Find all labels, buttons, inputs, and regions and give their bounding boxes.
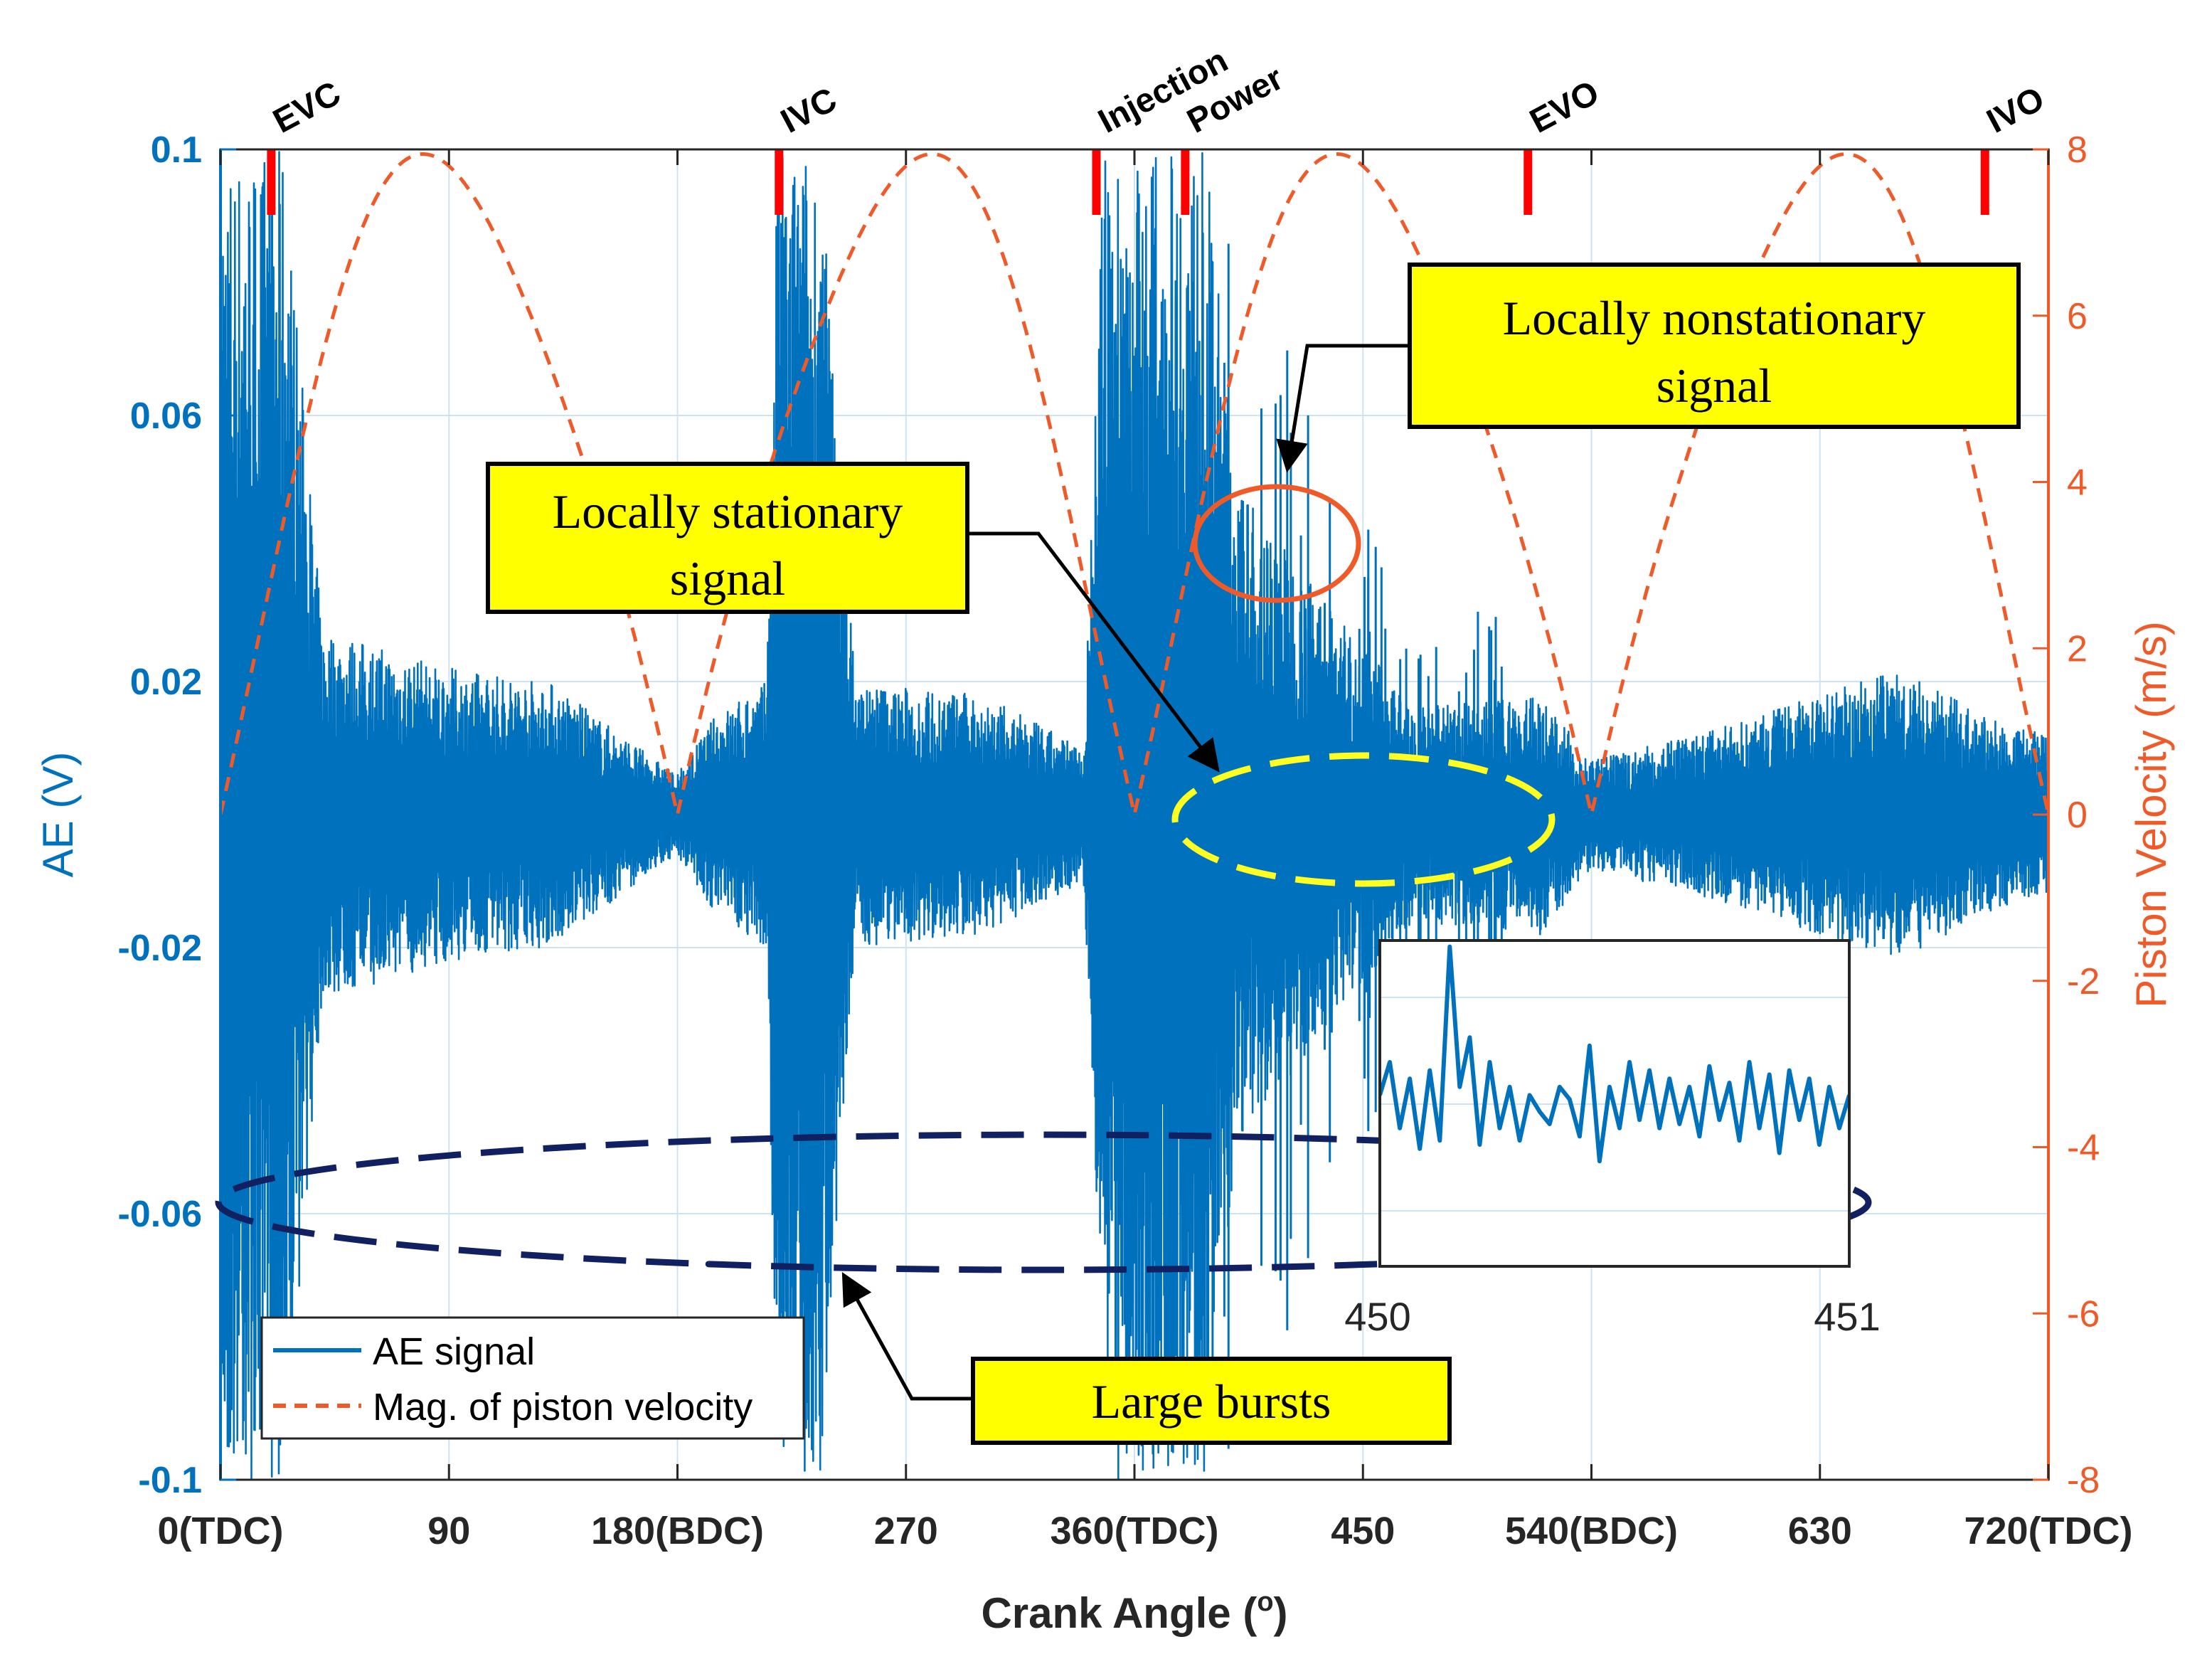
y-right-tick-label: 6 [2067,296,2088,337]
y-left-tick-label: 0.06 [130,396,202,437]
y-right-tick-label: -6 [2067,1293,2100,1335]
nonstationary-callout-line1: Locally nonstationary [1503,291,1926,345]
event-label-ivc: IVC [775,80,844,140]
inset-tick-label-451: 451 [1814,1294,1880,1339]
y-left-tick-label: 0.1 [151,129,202,171]
y-left-tick-label: 0.02 [130,662,202,703]
y-right-tick-label: 2 [2067,628,2088,669]
stationary-arrow [967,531,1220,773]
inset-zoom: 450 451 [1344,939,1881,1339]
bursts-callout-text: Large bursts [1092,1374,1331,1429]
x-tick-label-270: 270 [874,1510,938,1552]
inset-ae-line [1380,944,1849,1164]
legend: AE signal Mag. of piston velocity [260,1316,805,1440]
y-right-tick-label: -2 [2067,961,2100,1002]
legend-box [260,1316,805,1440]
x-tick-label-450: 450 [1331,1510,1395,1552]
legend-velocity-label: Mag. of piston velocity [373,1386,753,1429]
nonstationary-callout-box [1408,263,2021,429]
y-axis-right-label: Piston Velocity (m/s) [2127,621,2175,1008]
nonstationary-arrow [1276,344,1410,473]
inset-frame [1378,939,1851,1268]
nonstationary-callout-line2: signal [1657,359,1772,413]
y-left-tick-label: -0.1 [138,1460,202,1501]
y-axis-left-label: AE (V) [34,752,82,878]
stationary-callout-line1: Locally stationary [553,484,903,539]
ae-signal-line [220,151,2048,1480]
y-left-tick-label: -0.02 [117,928,202,969]
x-tick-label-90: 90 [427,1510,470,1552]
x-tick-label-360: 360(TDC) [1050,1510,1218,1552]
y-right-tick-label: -8 [2067,1460,2100,1501]
y-right-tick-label: -4 [2067,1128,2100,1169]
event-label-ivo: IVO [1981,80,2051,141]
x-tick-label-0: 0(TDC) [158,1510,284,1552]
axis-ticks: 0(TDC) 90 180(BDC) 270 360(TDC) 450 540(BDC) 63… [117,129,2132,1552]
large-bursts-ellipse [215,1131,1872,1273]
bursts-arrow [841,1272,973,1401]
bursts-callout: Large bursts [971,1357,1452,1445]
y-right-tick-label: 0 [2067,795,2088,836]
x-tick-label-180: 180(BDC) [591,1510,764,1552]
stationary-callout-line2: signal [670,551,785,605]
x-tick-label-720: 720(TDC) [1964,1510,2132,1552]
stationary-region-ellipse [1171,752,1556,887]
nonstationary-callout: Locally nonstationary signal [1408,263,2021,429]
event-label-evo: EVO [1524,73,1605,140]
event-label-evc: EVC [267,75,347,141]
x-axis-label: Crank Angle (o) [981,1587,1287,1637]
x-tick-label-540: 540(BDC) [1505,1510,1678,1552]
stationary-callout: Locally stationary signal [486,462,969,614]
x-tick-label-630: 630 [1788,1510,1852,1552]
bursts-callout-box [971,1357,1452,1445]
y-left-tick-label: -0.06 [117,1194,202,1235]
legend-ae-label: AE signal [373,1330,535,1373]
inset-tick-label-450: 450 [1344,1294,1410,1339]
nonstationary-region-circle [1192,484,1361,603]
y-right-tick-label: 8 [2067,129,2088,171]
y-right-tick-label: 4 [2067,462,2088,504]
stationary-callout-box [486,462,969,614]
